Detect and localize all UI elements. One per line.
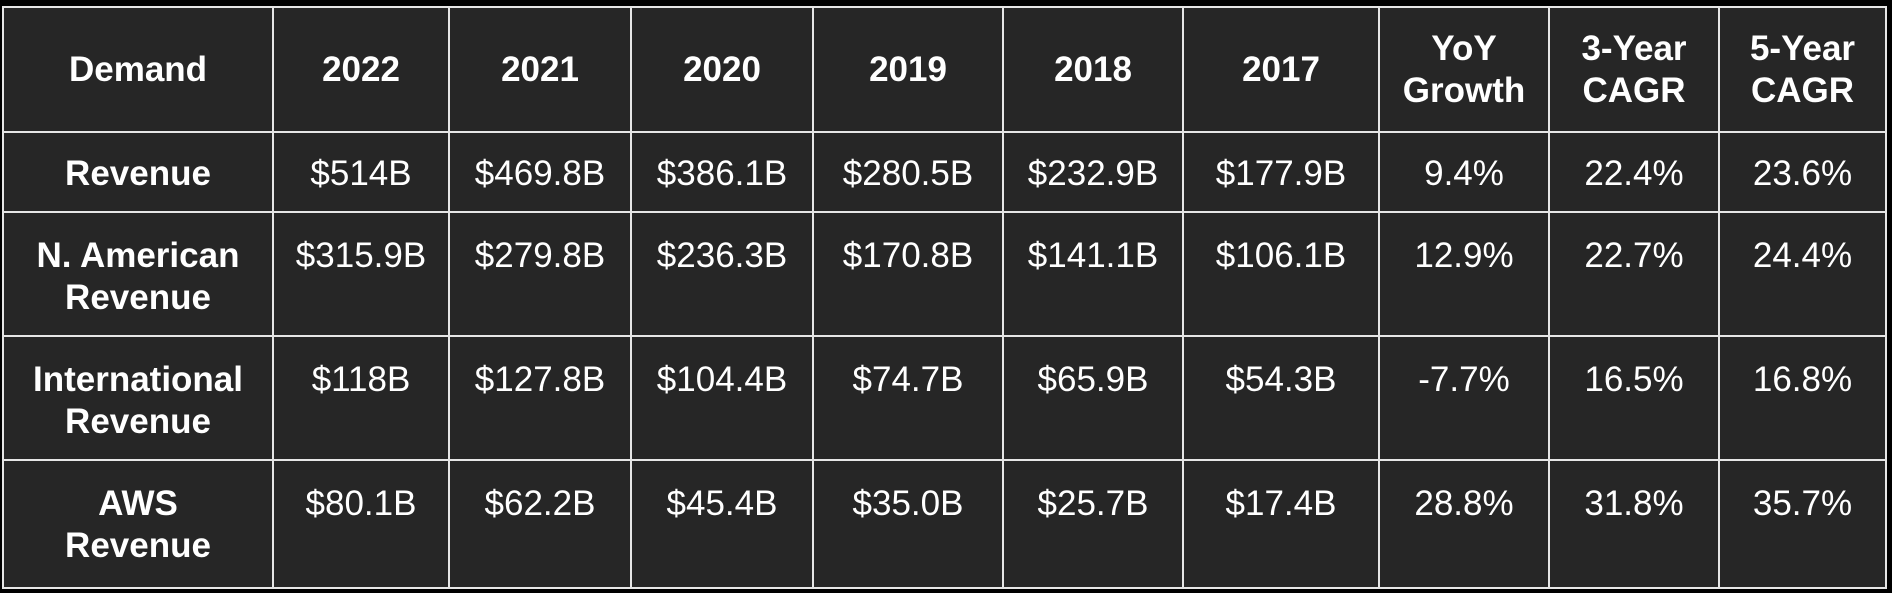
header-year: 2017 — [1182, 6, 1380, 133]
table-cell: $469.8B — [448, 131, 632, 213]
table-cell: $177.9B — [1182, 131, 1380, 213]
header-year: 2019 — [812, 6, 1004, 133]
header-yoy-growth: YoY Growth — [1378, 6, 1550, 133]
row-label-line: N. American — [36, 236, 240, 275]
header-5yr-line: 5-Year — [1749, 28, 1856, 68]
yoy-cell: 28.8% — [1378, 459, 1550, 589]
header-3yr-cagr: 3-Year CAGR — [1548, 6, 1720, 133]
yoy-cell: 9.4% — [1378, 131, 1550, 213]
header-year: 2018 — [1002, 6, 1184, 133]
row-label-line: Revenue — [65, 526, 211, 565]
table-row: AWS Revenue $80.1B $62.2B $45.4B $35.0B … — [2, 459, 1887, 589]
cagr5-cell: 23.6% — [1718, 131, 1887, 213]
cagr5-cell: 35.7% — [1718, 459, 1887, 589]
table-cell: $514B — [272, 131, 450, 213]
table-cell: $65.9B — [1002, 335, 1184, 461]
table-cell: $279.8B — [448, 211, 632, 337]
header-5yr-cagr: 5-Year CAGR — [1718, 6, 1887, 133]
yoy-cell: -7.7% — [1378, 335, 1550, 461]
header-3yr-line: CAGR — [1582, 70, 1686, 110]
table-cell: $104.4B — [630, 335, 814, 461]
row-label: Revenue — [2, 131, 274, 213]
cagr3-cell: 31.8% — [1548, 459, 1720, 589]
table-cell: $315.9B — [272, 211, 450, 337]
table-cell: $45.4B — [630, 459, 814, 589]
demand-table: Demand 2022 2021 2020 2019 2018 2017 YoY… — [2, 6, 1887, 589]
header-row: Demand 2022 2021 2020 2019 2018 2017 YoY… — [2, 6, 1887, 133]
header-3yr-line: 3-Year — [1581, 28, 1687, 68]
row-label: AWS Revenue — [2, 459, 274, 589]
table-cell: $386.1B — [630, 131, 814, 213]
yoy-cell: 12.9% — [1378, 211, 1550, 337]
table-cell: $141.1B — [1002, 211, 1184, 337]
header-year: 2022 — [272, 6, 450, 133]
header-row-label: Demand — [2, 6, 274, 133]
table-row: Revenue $514B $469.8B $386.1B $280.5B $2… — [2, 131, 1887, 213]
row-label-line: Revenue — [65, 154, 211, 193]
table-cell: $62.2B — [448, 459, 632, 589]
row-label: N. American Revenue — [2, 211, 274, 337]
row-label: International Revenue — [2, 335, 274, 461]
header-year: 2020 — [630, 6, 814, 133]
header-5yr-line: CAGR — [1750, 70, 1855, 110]
table-cell: $17.4B — [1182, 459, 1380, 589]
table-cell: $80.1B — [272, 459, 450, 589]
table-cell: $280.5B — [812, 131, 1004, 213]
header-yoy-line: Growth — [1402, 70, 1526, 110]
cagr3-cell: 22.7% — [1548, 211, 1720, 337]
table-cell: $170.8B — [812, 211, 1004, 337]
row-label-line: International — [32, 360, 244, 399]
table-cell: $54.3B — [1182, 335, 1380, 461]
row-label-line: Revenue — [65, 402, 211, 441]
cagr3-cell: 16.5% — [1548, 335, 1720, 461]
header-year: 2021 — [448, 6, 632, 133]
row-label-line: Revenue — [65, 278, 211, 317]
header-yoy-line: YoY — [1431, 28, 1497, 68]
row-label-line: AWS — [98, 484, 178, 523]
table-cell: $118B — [272, 335, 450, 461]
table-cell: $35.0B — [812, 459, 1004, 589]
table-cell: $232.9B — [1002, 131, 1184, 213]
table-cell: $74.7B — [812, 335, 1004, 461]
table-cell: $127.8B — [448, 335, 632, 461]
cagr5-cell: 24.4% — [1718, 211, 1887, 337]
cagr3-cell: 22.4% — [1548, 131, 1720, 213]
table-cell: $106.1B — [1182, 211, 1380, 337]
table-body: Revenue $514B $469.8B $386.1B $280.5B $2… — [2, 131, 1887, 589]
cagr5-cell: 16.8% — [1718, 335, 1887, 461]
table-row: N. American Revenue $315.9B $279.8B $236… — [2, 211, 1887, 337]
table-container: Demand 2022 2021 2020 2019 2018 2017 YoY… — [2, 6, 1887, 589]
table-row: International Revenue $118B $127.8B $104… — [2, 335, 1887, 461]
table-cell: $236.3B — [630, 211, 814, 337]
table-cell: $25.7B — [1002, 459, 1184, 589]
